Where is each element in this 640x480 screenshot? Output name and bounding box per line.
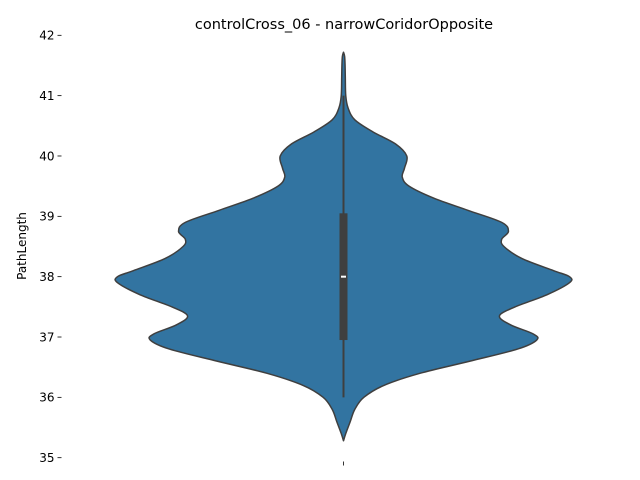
y-tick-label: 41	[39, 89, 54, 103]
y-tick-label: 38	[39, 270, 54, 284]
y-tick-label: 42	[39, 29, 54, 43]
chart-title: controlCross_06 - narrowCoridorOpposite	[195, 17, 493, 33]
plot-area	[114, 51, 573, 442]
y-tick-label: 37	[39, 330, 54, 344]
y-axis: 35 36 37 38 39 40 41 42	[39, 29, 62, 465]
y-tick-label: 36	[39, 391, 54, 405]
y-axis-label: PathLength	[15, 212, 29, 280]
y-tick-label: 35	[39, 451, 54, 465]
y-tick-label: 40	[39, 149, 54, 163]
y-tick-label: 39	[39, 210, 54, 224]
